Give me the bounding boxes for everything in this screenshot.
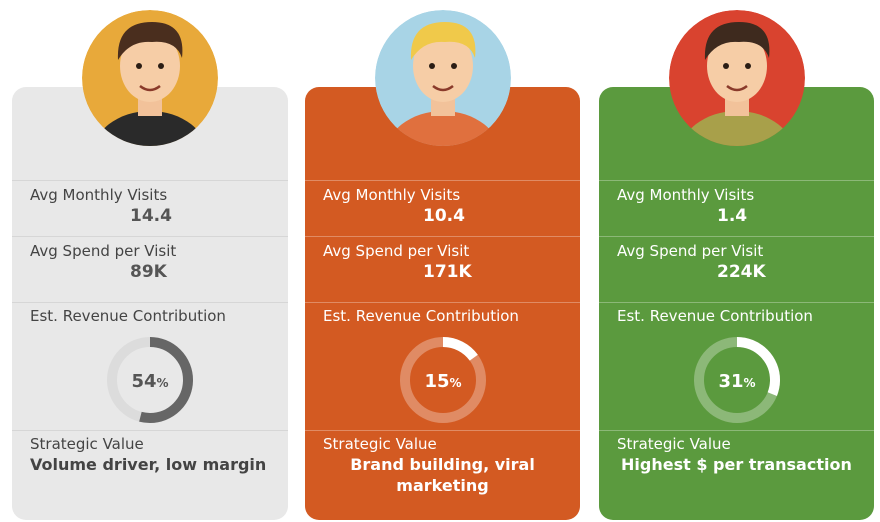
avatar-eye bbox=[745, 63, 751, 69]
avatar-smile bbox=[726, 84, 748, 92]
donut-value: 31% bbox=[718, 371, 755, 392]
divider bbox=[12, 430, 288, 431]
metric-label: Avg Spend per Visit bbox=[617, 242, 764, 260]
metric-label: Est. Revenue Contribution bbox=[617, 307, 813, 325]
avatar-art bbox=[82, 10, 218, 146]
avatar-face bbox=[120, 30, 180, 102]
metric-value: 89K bbox=[130, 262, 167, 282]
donut-number: 15 bbox=[424, 371, 449, 392]
donut-value: 54% bbox=[131, 371, 168, 392]
divider bbox=[12, 180, 288, 181]
metric-label: Est. Revenue Contribution bbox=[30, 307, 226, 325]
avatar-hair bbox=[410, 22, 476, 60]
avatar-eye bbox=[136, 63, 142, 69]
divider bbox=[305, 180, 580, 181]
metric-label: Est. Revenue Contribution bbox=[323, 307, 519, 325]
metric-label: Avg Spend per Visit bbox=[323, 242, 470, 260]
donut-number: 54 bbox=[131, 371, 156, 392]
strategy-text: Brand building, viral marketing bbox=[350, 455, 535, 495]
card: Avg Monthly Visits 14.4 Avg Spend per Visi… bbox=[12, 87, 288, 520]
divider bbox=[599, 430, 874, 431]
avatar-hair bbox=[117, 22, 183, 60]
avatar-smile bbox=[139, 84, 161, 92]
divider bbox=[305, 430, 580, 431]
donut-value: 15% bbox=[424, 371, 461, 392]
strategy-text: Highest $ per transaction bbox=[621, 455, 852, 474]
divider bbox=[599, 302, 874, 303]
metric-label: Avg Monthly Visits bbox=[323, 186, 461, 204]
divider bbox=[599, 180, 874, 181]
avatar-hair bbox=[704, 22, 770, 60]
donut: 15% bbox=[400, 337, 486, 423]
donut-unit: % bbox=[157, 376, 169, 390]
donut-number: 31 bbox=[718, 371, 743, 392]
metric-value: 14.4 bbox=[130, 206, 172, 226]
donut: 31% bbox=[694, 337, 780, 423]
divider bbox=[12, 302, 288, 303]
donut-unit: % bbox=[744, 376, 756, 390]
avatar-smile bbox=[432, 84, 454, 92]
metric-value: 10.4 bbox=[423, 206, 465, 226]
metric-label: Avg Monthly Visits bbox=[30, 186, 168, 204]
avatar bbox=[669, 10, 805, 146]
avatar-eye bbox=[158, 63, 164, 69]
donut-arc bbox=[107, 337, 193, 423]
avatar bbox=[82, 10, 218, 146]
metric-label: Avg Monthly Visits bbox=[617, 186, 755, 204]
avatar-shirt bbox=[679, 111, 795, 146]
avatar-eye bbox=[723, 63, 729, 69]
donut-arc bbox=[400, 337, 486, 423]
card: Avg Monthly Visits 1.4 Avg Spend per Visit… bbox=[599, 87, 874, 520]
divider bbox=[305, 236, 580, 237]
metric-label: Avg Spend per Visit bbox=[30, 242, 177, 260]
avatar-face bbox=[413, 30, 473, 102]
divider bbox=[599, 236, 874, 237]
avatar bbox=[375, 10, 511, 146]
metric-label: Strategic Value bbox=[30, 435, 144, 453]
donut-arc bbox=[694, 337, 780, 423]
divider bbox=[305, 302, 580, 303]
metric-label: Strategic Value bbox=[323, 435, 437, 453]
metric-value: 171K bbox=[423, 262, 472, 282]
avatar-shirt bbox=[92, 111, 208, 146]
donut: 54% bbox=[107, 337, 193, 423]
metric-label: Strategic Value bbox=[617, 435, 731, 453]
avatar-eye bbox=[451, 63, 457, 69]
avatar-art bbox=[375, 10, 511, 146]
donut-unit: % bbox=[450, 376, 462, 390]
metric-value: 1.4 bbox=[717, 206, 748, 226]
metric-value: 224K bbox=[717, 262, 766, 282]
card: Avg Monthly Visits 10.4 Avg Spend per Visi… bbox=[305, 87, 580, 520]
avatar-shirt bbox=[385, 111, 501, 146]
avatar-eye bbox=[429, 63, 435, 69]
strategy-text: Volume driver, low margin bbox=[30, 455, 267, 474]
avatar-face bbox=[707, 30, 767, 102]
divider bbox=[12, 236, 288, 237]
avatar-art bbox=[669, 10, 805, 146]
